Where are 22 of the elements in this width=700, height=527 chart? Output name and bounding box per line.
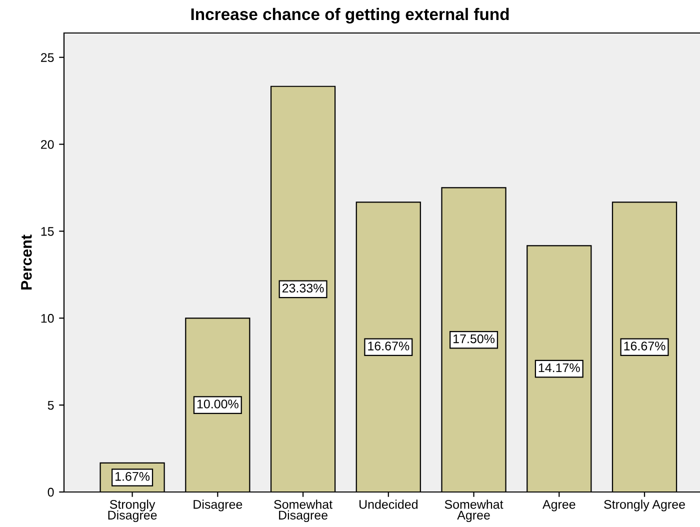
data-label: 14.17% [538, 363, 580, 372]
y-tick-label: 25 [41, 53, 54, 62]
data-label: 17.50% [454, 334, 495, 344]
y-tick-label: 5 [48, 401, 54, 410]
x-tick-label: Undecided [359, 500, 418, 509]
x-tick-label: Agree [542, 500, 576, 512]
data-label: 16.67% [624, 342, 666, 350]
y-axis-title: Percent [21, 234, 32, 290]
x-tick-label: Disagree [194, 500, 242, 512]
data-label: 10.00% [197, 400, 238, 408]
data-label: 16.67% [368, 342, 410, 350]
data-label: 1.67% [116, 472, 150, 481]
y-tick-label: 10 [41, 314, 54, 323]
x-tick-label: Strongly Disagree [108, 500, 157, 522]
chart-title: Increase chance of getting external fund [191, 8, 509, 24]
x-tick-label: Strongly Agree [604, 500, 685, 512]
y-tick-label: 0 [48, 488, 54, 497]
y-tick-label: 20 [41, 140, 54, 149]
x-tick-label: Somewhat Disagree [274, 500, 332, 522]
y-tick-label: 15 [41, 227, 54, 236]
x-tick-label: Somewhat Agree [444, 500, 504, 522]
data-label: 23.33% [282, 284, 324, 293]
